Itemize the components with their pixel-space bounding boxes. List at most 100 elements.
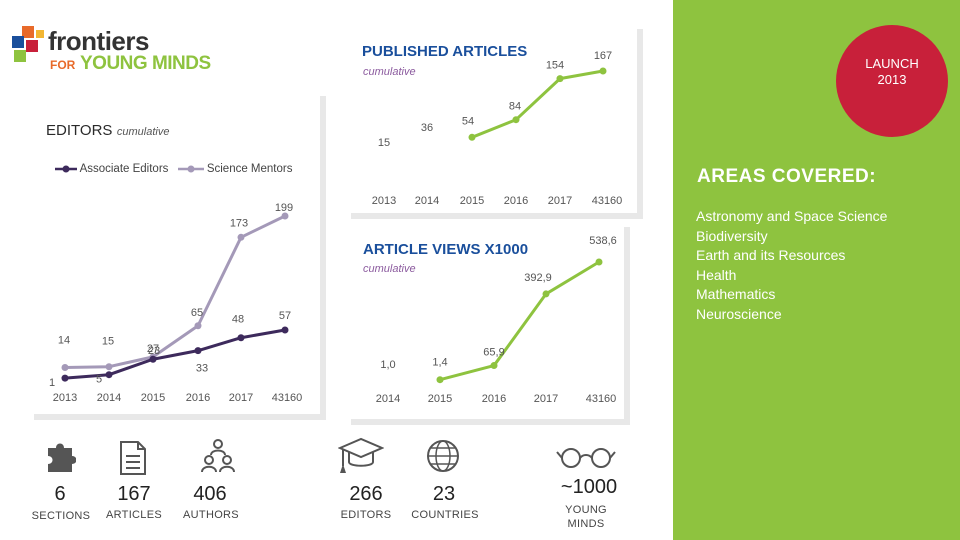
science-mentors-series-data-label: 15 — [102, 336, 114, 348]
articles-x-tick: 2016 — [504, 195, 528, 207]
glasses-icon — [556, 448, 616, 468]
associate-editors-series-point — [281, 326, 289, 334]
area-item: Mathematics — [696, 286, 776, 302]
article-views-title: ARTICLE VIEWS X1000 — [363, 241, 529, 258]
article-views-panel — [351, 227, 630, 425]
science-mentors-series-data-label: 173 — [230, 217, 248, 229]
views-x-tick: 2015 — [428, 393, 452, 405]
published-articles-title: PUBLISHED ARTICLES — [362, 43, 528, 60]
stat-editors-value: 266 — [349, 483, 383, 505]
globe-icon — [427, 440, 459, 472]
launch-year: 2013 — [877, 72, 907, 87]
articles-data-label: 84 — [509, 101, 521, 113]
views-data-label: 65,9 — [483, 347, 504, 359]
views-x-tick: 2017 — [534, 393, 558, 405]
legend-associate-editors: Associate Editors — [55, 163, 168, 175]
legend-science-mentors: Science Mentors — [177, 163, 292, 175]
associate-editors-series-point — [194, 347, 202, 355]
published-articles-chart: 15 36 54 84 154 167 2013 2014 2015 2016 2017 43160 — [372, 50, 623, 207]
stat-editors-label: EDITORS — [340, 509, 392, 521]
views-series-line — [439, 260, 600, 382]
article-views-chart: 1,0 1,4 65,9 392,9 538,6 2014 2015 2016 2017 4316… — [376, 235, 617, 405]
views-series-point — [595, 258, 603, 266]
logo-for: FOR — [50, 58, 76, 72]
areas-list: Astronomy and Space Science Biodiversity… — [696, 207, 887, 324]
editors-x-tick: 2017 — [229, 392, 253, 404]
articles-data-label: 154 — [546, 60, 564, 72]
science-mentors-series-line — [64, 214, 286, 370]
science-mentors-series-data-label: 14 — [58, 335, 70, 347]
views-data-label: 1,4 — [432, 357, 447, 369]
frontiers-logo — [10, 18, 220, 78]
stat-sections-value: 6 — [54, 483, 66, 505]
articles-series-line — [471, 69, 604, 139]
article-views-subtitle: cumulative — [363, 263, 416, 275]
graduation-cap-icon — [338, 437, 384, 473]
associate-editors-series-data-label: 33 — [196, 363, 208, 375]
editors-subtitle: cumulative — [116, 126, 170, 138]
views-series-point — [436, 376, 444, 384]
science-mentors-series-data-label: 199 — [275, 202, 293, 214]
area-item: Astronomy and Space Science — [696, 208, 888, 224]
editors-title-row: EDITORS cumulative — [46, 122, 169, 140]
logo-cubes-icon — [12, 26, 44, 62]
associate-editors-series-data-label: 57 — [279, 310, 291, 322]
associate-editors-series-data-label: 48 — [232, 314, 244, 326]
areas-title: AREAS COVERED: — [697, 166, 877, 187]
stat-countries-label: COUNTRIES — [411, 509, 479, 521]
editors-x-tick: 2016 — [186, 392, 210, 404]
articles-series-point — [599, 67, 607, 75]
views-series-point — [542, 290, 550, 298]
editors-x-tick: 43160 — [272, 392, 303, 404]
views-x-tick: 2016 — [482, 393, 506, 405]
science-mentors-series-point — [105, 363, 113, 371]
people-icon — [201, 439, 235, 473]
articles-data-label: 54 — [462, 115, 474, 127]
editors-x-tick: 2015 — [141, 392, 165, 404]
articles-data-label: 15 — [378, 137, 390, 149]
views-data-label: 538,6 — [589, 235, 617, 247]
editors-x-tick: 2013 — [53, 392, 77, 404]
puzzle-icon — [48, 443, 76, 472]
articles-x-tick: 2014 — [415, 195, 439, 207]
stat-young-minds-value: ~1000 — [560, 476, 618, 498]
area-item: Earth and its Resources — [696, 247, 846, 263]
science-mentors-series-point — [237, 233, 245, 241]
science-mentors-series-point — [194, 322, 202, 330]
views-data-label: 392,9 — [524, 272, 552, 284]
science-mentors-series-point — [61, 364, 69, 372]
stat-articles-value: 167 — [117, 483, 151, 505]
views-x-tick: 2014 — [376, 393, 400, 405]
articles-x-tick: 2017 — [548, 195, 572, 207]
associate-editors-series-data-label: 1 — [49, 377, 55, 389]
associate-editors-series-point — [237, 334, 245, 342]
stat-authors-label: AUTHORS — [183, 509, 239, 521]
articles-x-tick: 43160 — [592, 195, 623, 207]
logo-wordmark: frontiers — [48, 26, 149, 56]
associate-editors-series-point — [61, 374, 69, 382]
editors-x-tick: 2014 — [97, 392, 121, 404]
associate-editors-series-line — [64, 328, 286, 380]
articles-x-tick: 2013 — [372, 195, 396, 207]
stat-young-minds-label: YOUNG MINDS — [565, 504, 607, 530]
views-series-point — [490, 362, 498, 370]
area-item: Neuroscience — [696, 305, 782, 322]
science-mentors-series-data-label: 27 — [147, 343, 159, 355]
associate-editors-series-data-label: 23 — [148, 345, 160, 357]
associate-editors-series-point — [105, 371, 113, 379]
logo-young-minds: YOUNG MINDS — [80, 53, 211, 74]
views-x-tick: 43160 — [586, 393, 617, 405]
editors-title: EDITORS — [46, 122, 113, 139]
stat-countries-value: 23 — [432, 483, 456, 505]
document-icon — [120, 441, 146, 475]
editors-legend: Associate Editors Science Mentors — [55, 163, 292, 175]
published-articles-subtitle: cumulative — [363, 66, 416, 78]
articles-series-point — [512, 116, 520, 124]
stat-articles-label: ARTICLES — [106, 509, 162, 521]
articles-data-label: 167 — [594, 50, 612, 62]
published-articles-panel — [351, 29, 643, 219]
articles-x-tick: 2015 — [460, 195, 484, 207]
area-item: Biodiversity — [696, 227, 768, 244]
associate-editors-series-data-label: 5 — [96, 374, 102, 386]
